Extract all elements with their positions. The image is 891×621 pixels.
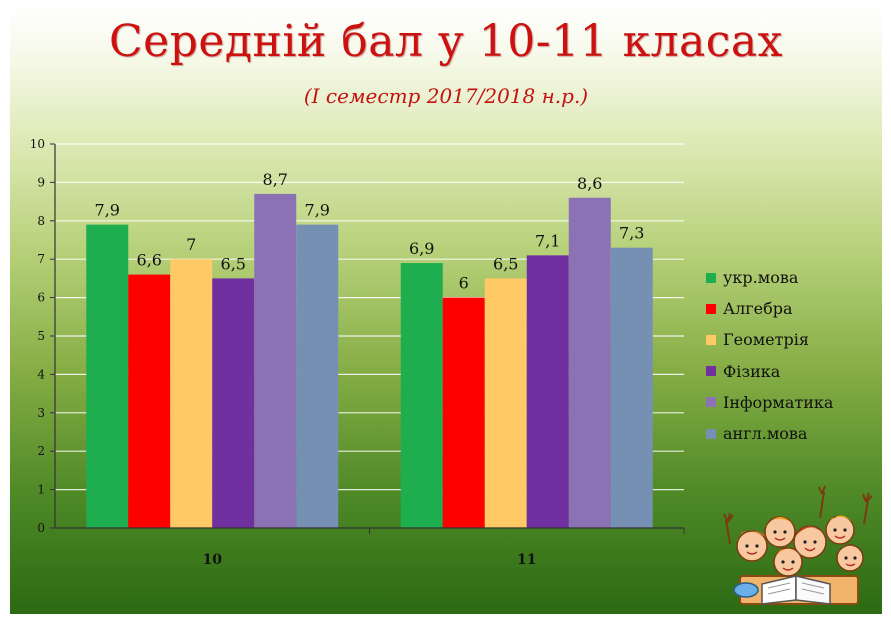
bar — [296, 224, 339, 528]
data-label: 7,1 — [535, 231, 560, 250]
legend-swatch — [706, 303, 716, 314]
legend-swatch — [706, 397, 716, 408]
legend-item: Фізика — [706, 356, 833, 387]
data-label: 7 — [186, 235, 196, 254]
bar — [128, 274, 171, 528]
legend-swatch — [706, 272, 716, 283]
legend: укр.мова Алгебра Геометрія Фізика Інформатик… — [706, 262, 833, 449]
y-tick-label: 0 — [37, 521, 45, 535]
y-tick-label: 3 — [37, 406, 45, 420]
data-label: 6,9 — [409, 239, 434, 258]
data-label: 8,6 — [577, 174, 602, 193]
bar — [568, 197, 611, 528]
bar — [254, 193, 297, 529]
y-tick-label: 2 — [37, 444, 45, 458]
legend-item: Геометрія — [706, 324, 833, 355]
legend-item: укр.мова — [706, 262, 833, 293]
data-labels: 7,9 6,6 7 6,5 8,7 7,9 6,9 6 6,5 7,1 8,6 7,3 — [95, 170, 645, 293]
data-label: 7,9 — [95, 201, 120, 220]
bar — [170, 259, 213, 528]
data-label: 6,5 — [221, 254, 246, 273]
legend-swatch — [706, 428, 716, 439]
y-tick-label: 10 — [30, 137, 45, 151]
legend-label: Геометрія — [723, 330, 809, 350]
bar — [400, 263, 443, 528]
bar — [484, 278, 527, 528]
y-tick-label: 4 — [37, 367, 45, 381]
legend-label: Інформатика — [723, 392, 834, 412]
y-tick-label: 7 — [37, 252, 45, 266]
legend-item: Алгебра — [706, 293, 833, 324]
legend-label: Алгебра — [723, 299, 793, 319]
y-tick-label: 1 — [37, 483, 45, 497]
data-label: 6 — [459, 274, 469, 293]
bar — [610, 247, 653, 528]
bar — [526, 255, 569, 529]
data-label: 8,7 — [263, 170, 288, 189]
slide: Середній бал у 10-11 класах (І семестр 2… — [10, 6, 882, 614]
x-tick-label: 10 — [203, 552, 223, 568]
y-tick-label: 8 — [37, 214, 45, 228]
data-label: 6,5 — [493, 254, 518, 273]
data-label: 7,9 — [305, 201, 330, 220]
legend-item: Інформатика — [706, 387, 833, 418]
legend-item: англ.мова — [706, 418, 833, 449]
y-axis: 0 1 2 3 4 5 6 7 8 9 10 — [30, 137, 56, 535]
legend-swatch — [706, 334, 716, 345]
bar — [442, 297, 485, 528]
x-axis: 10 11 — [55, 527, 685, 568]
x-tick-label: 11 — [517, 552, 536, 568]
bar — [86, 224, 129, 528]
bar — [212, 278, 255, 528]
data-label: 7,3 — [619, 224, 644, 243]
legend-label: укр.мова — [723, 268, 799, 288]
y-tick-label: 5 — [37, 329, 45, 343]
y-tick-label: 6 — [37, 291, 45, 305]
children-cartoon-icon — [723, 485, 872, 605]
bar-chart: 0 1 2 3 4 5 6 7 8 9 10 7,9 6,6 7 6,5 8,7 7,9 6,9 6 6,5 7,1 8… — [30, 137, 685, 568]
data-label: 6,6 — [137, 251, 162, 270]
chart-title: Середній бал у 10-11 класах — [109, 16, 783, 67]
chart-subtitle: (І семестр 2017/2018 н.р.) — [303, 84, 589, 108]
legend-label: англ.мова — [723, 424, 808, 444]
legend-label: Фізика — [723, 361, 781, 381]
y-tick-label: 9 — [37, 175, 45, 189]
legend-swatch — [706, 366, 716, 377]
bars — [86, 193, 653, 529]
